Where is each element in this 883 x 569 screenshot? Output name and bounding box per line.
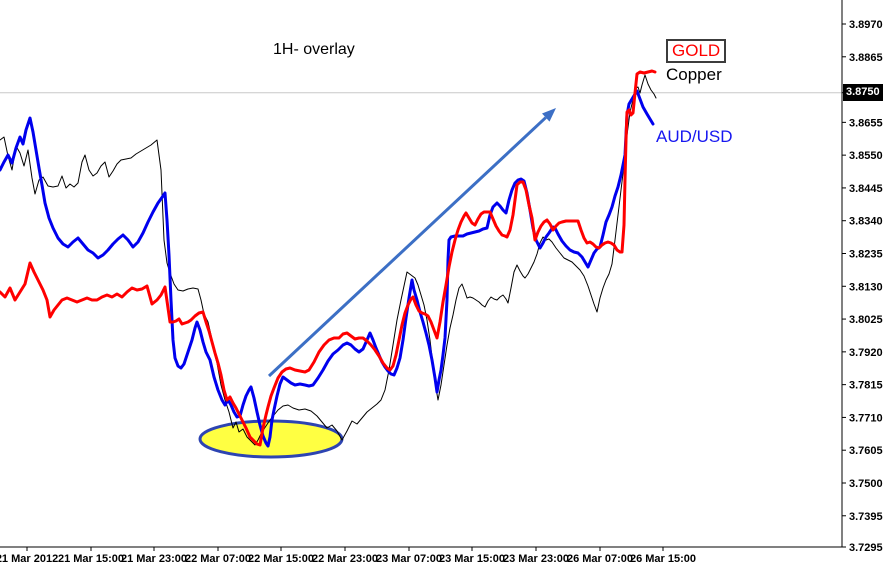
y-axis-label: 3.8235 <box>849 248 883 260</box>
y-axis-label: 3.7605 <box>849 445 883 457</box>
y-axis-label: 3.7395 <box>849 511 883 523</box>
y-axis-label: 3.8865 <box>849 52 883 64</box>
x-axis-label: 21 Mar 2012 <box>0 553 58 565</box>
chart-title: 1H- overlay <box>273 41 355 58</box>
x-axis-label: 26 Mar 15:00 <box>630 553 696 565</box>
audusd-series-label[interactable]: AUD/USD <box>656 127 733 146</box>
x-axis-label: 26 Mar 07:00 <box>567 553 633 565</box>
trend-arrow-line[interactable] <box>267 116 547 378</box>
x-axis-label: 22 Mar 07:00 <box>185 553 251 565</box>
y-axis-label: 3.7295 <box>849 542 883 554</box>
y-axis-label: 3.8445 <box>849 183 883 195</box>
x-axis-label: 22 Mar 15:00 <box>248 553 314 565</box>
y-axis-label: 3.8970 <box>849 19 883 31</box>
copper-series-label[interactable]: Copper <box>666 65 722 84</box>
y-axis-label: 3.8025 <box>849 314 883 326</box>
y-axis-label: 3.8655 <box>849 117 883 129</box>
x-axis-label: 23 Mar 15:00 <box>439 553 505 565</box>
y-axis-label: 3.7710 <box>849 412 883 424</box>
y-axis-label: 3.7920 <box>849 347 883 359</box>
x-axis-label: 21 Mar 23:00 <box>121 553 187 565</box>
x-axis-label: 22 Mar 23:00 <box>312 553 378 565</box>
x-axis-label: 23 Mar 23:00 <box>503 553 569 565</box>
y-axis-label: 3.8340 <box>849 216 883 228</box>
trend-arrow-head[interactable] <box>542 108 556 122</box>
y-axis-label: 3.7815 <box>849 380 883 392</box>
series-line-audusd <box>0 89 655 448</box>
gold-series-label[interactable]: GOLD <box>666 39 727 63</box>
x-axis-label: 23 Mar 07:00 <box>376 553 442 565</box>
series-line-gold <box>0 69 657 447</box>
y-axis-label: 3.8550 <box>849 150 883 162</box>
series-line-copper <box>0 74 657 446</box>
y-axis-label: 3.7500 <box>849 478 883 490</box>
y-axis-label: 3.8130 <box>849 281 883 293</box>
current-price-box: 3.8750 <box>843 84 883 101</box>
x-axis-label: 21 Mar 15:00 <box>58 553 124 565</box>
